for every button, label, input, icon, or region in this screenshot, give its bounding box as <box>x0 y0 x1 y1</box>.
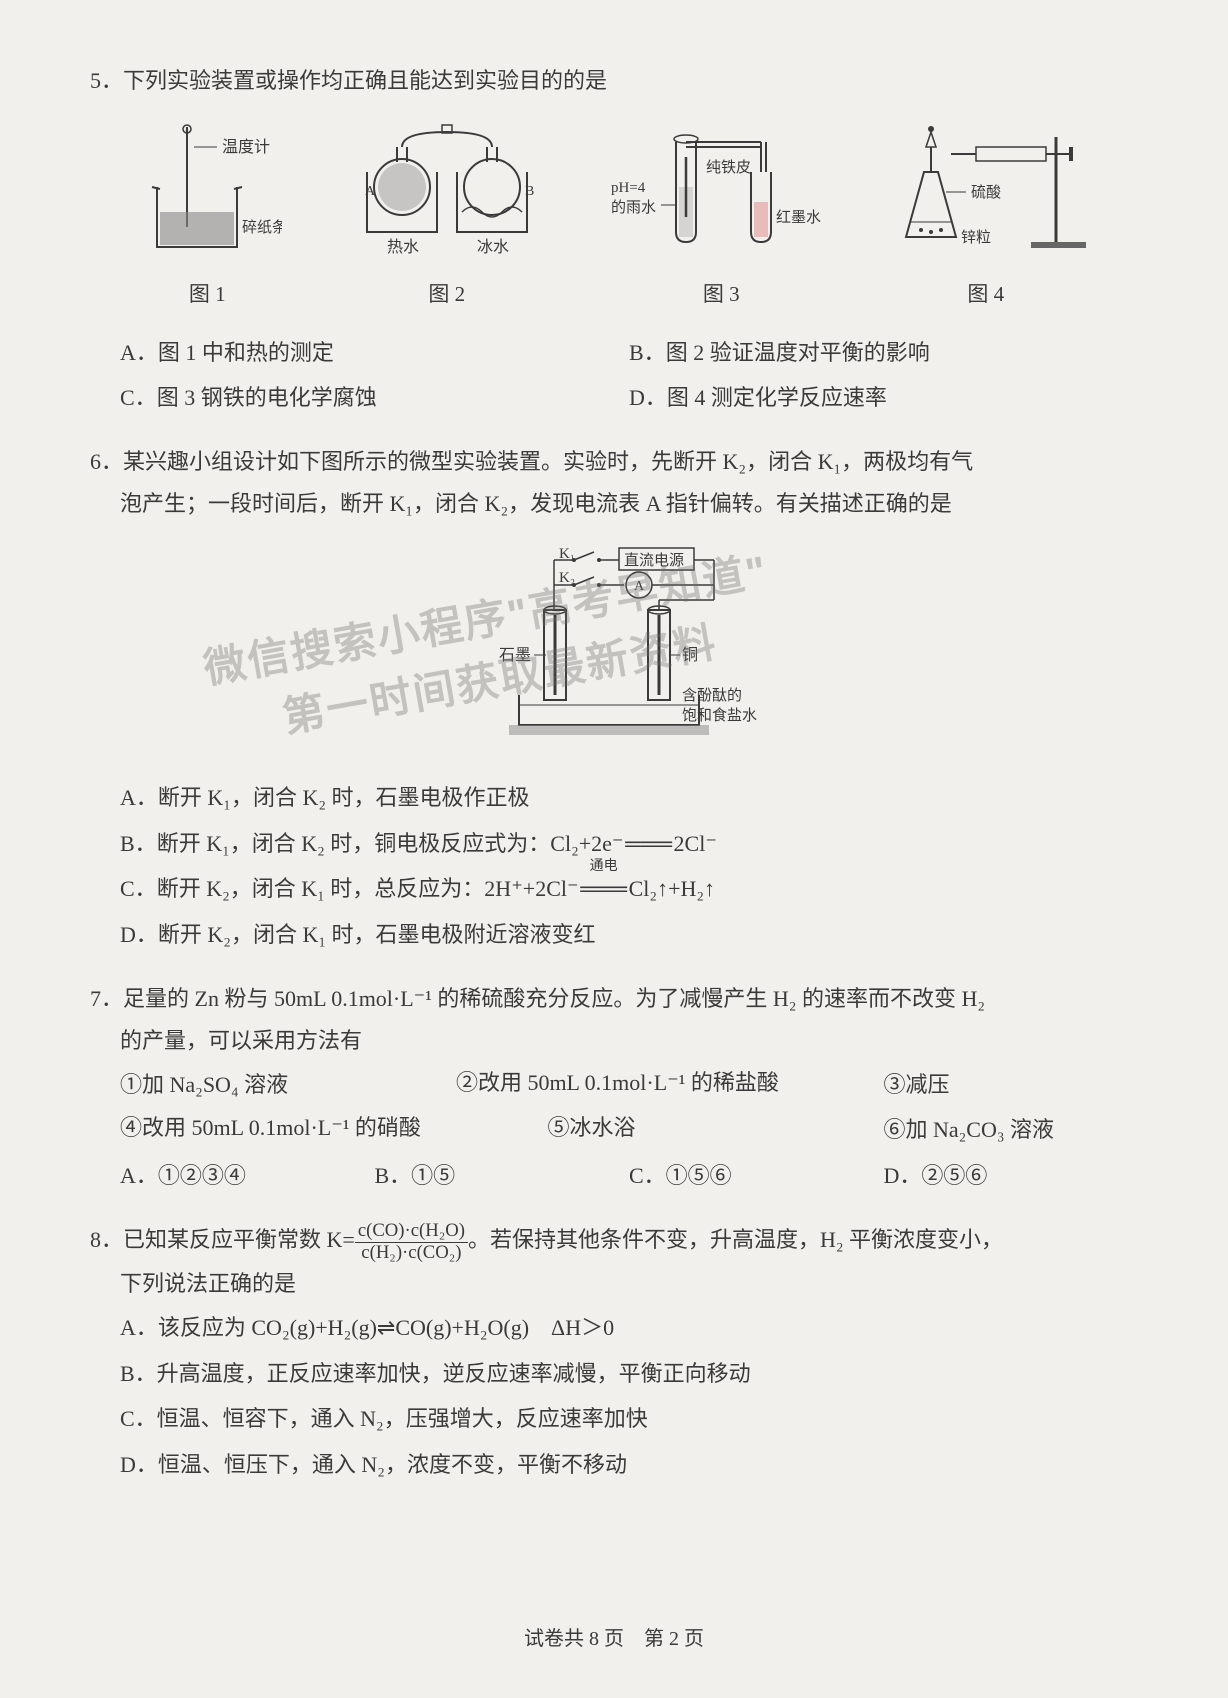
q6-option-a: A．断开 K₁，闭合 K₂ 时，石墨电极作正极 <box>120 775 1168 821</box>
svg-text:石墨: 石墨 <box>499 647 531 664</box>
figure-1-svg: 温度计 碎纸条 <box>132 117 282 267</box>
q7-stem: 7．足量的 Zn 粉与 50mL 0.1mol·L⁻¹ 的稀硫酸充分反应。为了减… <box>90 978 1138 1020</box>
figure-4-label: 图 4 <box>967 275 1004 315</box>
figure-2-label: 图 2 <box>428 275 465 315</box>
q8-fraction: c(CO)·c(H₂O)c(H₂)·c(CO₂) <box>355 1221 468 1263</box>
q6-text1: 某兴趣小组设计如下图所示的微型实验装置。实验时，先断开 K₂，闭合 K₁，两极均… <box>123 449 973 474</box>
figure-3: pH=4 的雨水 纯铁皮 红墨水 图 3 <box>611 117 831 315</box>
svg-text:纯铁皮: 纯铁皮 <box>706 159 751 176</box>
figure-1-label: 图 1 <box>189 275 226 315</box>
svg-text:A: A <box>634 579 645 594</box>
question-7: 7．足量的 Zn 粉与 50mL 0.1mol·L⁻¹ 的稀硫酸充分反应。为了减… <box>90 978 1138 1199</box>
q6-diagram: K₁ 直流电源 K₂ A <box>90 540 1138 760</box>
q7-option-d: D．②⑤⑥ <box>884 1153 1139 1199</box>
q6-option-d: D．断开 K₂，闭合 K₁ 时，石墨电极附近溶液变红 <box>120 912 1168 958</box>
q7-choice-1: ①加 Na₂SO₄ 溶液 <box>120 1062 456 1108</box>
q5-options: A．图 1 中和热的测定 B．图 2 验证温度对平衡的影响 C．图 3 钢铁的电… <box>120 330 1138 422</box>
q7-choices-row1: ①加 Na₂SO₄ 溶液 ②改用 50mL 0.1mol·L⁻¹ 的稀盐酸 ③减… <box>120 1062 1138 1108</box>
q6-text2: 泡产生；一段时间后，断开 K₁，闭合 K₂，发现电流表 A 指针偏转。有关描述正… <box>120 483 1138 525</box>
q5-text: 下列实验装置或操作均正确且能达到实验目的的是 <box>123 68 607 93</box>
q7-text1: 足量的 Zn 粉与 50mL 0.1mol·L⁻¹ 的稀硫酸充分反应。为了减慢产… <box>123 986 985 1011</box>
q5-option-c: C．图 3 钢铁的电化学腐蚀 <box>120 375 629 421</box>
q8-option-d: D．恒温、恒压下，通入 N₂，浓度不变，平衡不移动 <box>120 1442 1168 1488</box>
q5-option-a: A．图 1 中和热的测定 <box>120 330 629 376</box>
svg-text:直流电源: 直流电源 <box>624 552 684 569</box>
q8-text-prefix: 已知某反应平衡常数 K= <box>123 1227 355 1252</box>
q8-text2: 下列说法正确的是 <box>120 1263 1138 1305</box>
q7-number: 7． <box>90 986 123 1011</box>
figure-3-label: 图 3 <box>703 275 740 315</box>
q8-stem: 8．已知某反应平衡常数 K=c(CO)·c(H₂O)c(H₂)·c(CO₂)。若… <box>90 1219 1138 1263</box>
svg-text:硫酸: 硫酸 <box>971 184 1001 201</box>
q5-option-b: B．图 2 验证温度对平衡的影响 <box>629 330 1138 376</box>
svg-text:碎纸条: 碎纸条 <box>242 219 282 236</box>
q7-choice-6: ⑥加 Na₂CO₃ 溶液 <box>883 1107 1138 1153</box>
svg-text:含酚酞的: 含酚酞的 <box>682 687 742 704</box>
figure-1: 温度计 碎纸条 图 1 <box>132 117 282 315</box>
figure-4: 硫酸 锌粒 图 4 <box>876 117 1096 315</box>
q6-stem: 6．某兴趣小组设计如下图所示的微型实验装置。实验时，先断开 K₂，闭合 K₁，两… <box>90 441 1138 483</box>
q7-choice-5: ⑤冰水浴 <box>548 1107 884 1153</box>
q8-option-b: B．升高温度，正反应速率加快，逆反应速率减慢，平衡正向移动 <box>120 1351 1168 1397</box>
question-5: 5．下列实验装置或操作均正确且能达到实验目的的是 温度计 碎纸条 图 1 <box>90 60 1138 421</box>
q5-figures-row: 温度计 碎纸条 图 1 A 热水 <box>110 117 1118 315</box>
q8-text-suffix: 。若保持其他条件不变，升高温度，H₂ 平衡浓度变小， <box>468 1227 1003 1252</box>
svg-text:的雨水: 的雨水 <box>611 199 656 216</box>
figure-2: A 热水 B 冰水 图 2 <box>327 117 567 315</box>
figure-2-svg: A 热水 B 冰水 <box>327 117 567 267</box>
svg-text:温度计: 温度计 <box>222 138 270 156</box>
q7-options: A．①②③④ B．①⑤ C．①⑤⑥ D．②⑤⑥ <box>120 1153 1138 1199</box>
figure-3-svg: pH=4 的雨水 纯铁皮 红墨水 <box>611 117 831 267</box>
q6-option-c: C．断开 K₂，闭合 K₁ 时，总反应为：2H⁺+2Cl⁻通电═══Cl₂↑+H… <box>120 866 1168 912</box>
svg-text:铜: 铜 <box>682 646 698 664</box>
figure-4-svg: 硫酸 锌粒 <box>876 117 1096 267</box>
q6-number: 6． <box>90 449 123 474</box>
q5-option-d: D．图 4 测定化学反应速率 <box>629 375 1138 421</box>
q7-option-b: B．①⑤ <box>375 1153 630 1199</box>
question-8: 8．已知某反应平衡常数 K=c(CO)·c(H₂O)c(H₂)·c(CO₂)。若… <box>90 1219 1138 1488</box>
question-6: 6．某兴趣小组设计如下图所示的微型实验装置。实验时，先断开 K₂，闭合 K₁，两… <box>90 441 1138 958</box>
q7-option-a: A．①②③④ <box>120 1153 375 1199</box>
page-footer: 试卷共 8 页 第 2 页 <box>0 1620 1228 1658</box>
svg-text:冰水: 冰水 <box>477 238 509 256</box>
q7-choice-4: ④改用 50mL 0.1mol·L⁻¹ 的硝酸 <box>120 1107 548 1153</box>
svg-text:饱和食盐水: 饱和食盐水 <box>682 707 757 724</box>
svg-text:热水: 热水 <box>387 238 419 256</box>
q8-option-a: A．该反应为 CO₂(g)+H₂(g)⇌CO(g)+H₂O(g) ΔH＞0 <box>120 1305 1168 1351</box>
q6-circuit-svg: K₁ 直流电源 K₂ A <box>464 540 764 760</box>
svg-text:红墨水: 红墨水 <box>776 209 821 226</box>
q5-number: 5． <box>90 68 123 93</box>
q5-stem: 5．下列实验装置或操作均正确且能达到实验目的的是 <box>90 60 1138 102</box>
svg-text:锌粒: 锌粒 <box>961 229 991 246</box>
q8-option-c: C．恒温、恒容下，通入 N₂，压强增大，反应速率加快 <box>120 1396 1168 1442</box>
q7-choices-row2: ④改用 50mL 0.1mol·L⁻¹ 的硝酸 ⑤冰水浴 ⑥加 Na₂CO₃ 溶… <box>120 1107 1138 1153</box>
q7-text2: 的产量，可以采用方法有 <box>120 1020 1138 1062</box>
q7-choice-3: ③减压 <box>883 1062 1138 1108</box>
q8-number: 8． <box>90 1227 123 1252</box>
q7-choice-2: ②改用 50mL 0.1mol·L⁻¹ 的稀盐酸 <box>456 1062 884 1108</box>
svg-text:pH=4: pH=4 <box>611 180 646 196</box>
q6-option-b: B．断开 K₁，闭合 K₂ 时，铜电极反应式为：Cl₂+2e⁻═══2Cl⁻ <box>120 821 1168 867</box>
q7-option-c: C．①⑤⑥ <box>629 1153 884 1199</box>
